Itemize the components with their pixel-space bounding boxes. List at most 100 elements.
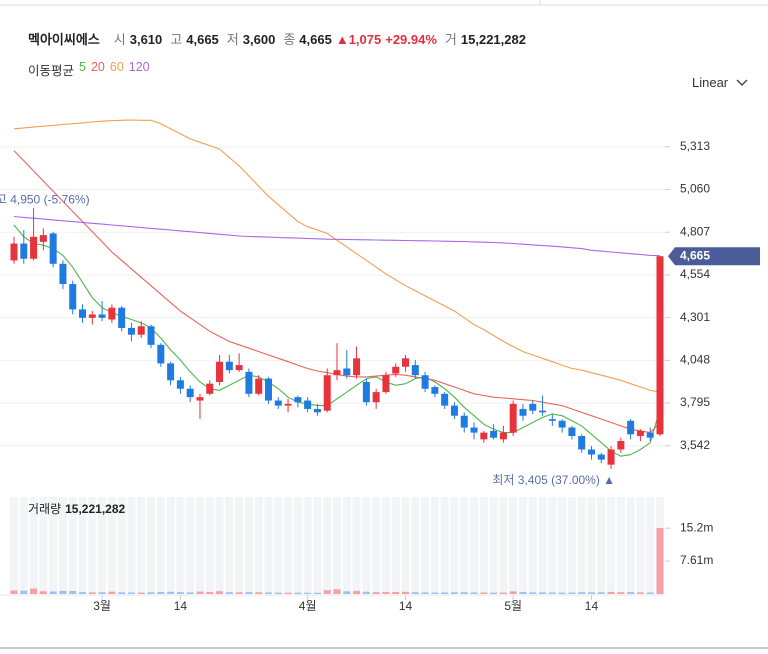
candle-body	[30, 236, 38, 259]
last-price-tag	[668, 247, 760, 266]
volume-column-bg	[460, 497, 469, 594]
x-tick-label: 14	[585, 599, 599, 613]
volume-column-bg	[19, 497, 28, 594]
volume-column-bg	[10, 497, 18, 594]
volume-column-bg	[58, 497, 67, 594]
volume-column-bg	[235, 497, 244, 594]
volume-column-bg	[567, 497, 576, 594]
candle-body	[519, 408, 527, 416]
candle-body	[353, 358, 361, 376]
volume-bar	[656, 528, 664, 594]
scale-dropdown[interactable]: Linear	[692, 75, 748, 90]
volume-column-bg	[264, 497, 273, 594]
volume-bar	[519, 592, 527, 594]
volume-column-bg	[421, 497, 430, 594]
volume-bar	[568, 592, 576, 594]
volume-bar	[548, 592, 556, 594]
candle-body	[617, 441, 625, 450]
legend-entry: 120	[128, 60, 150, 74]
volume-bar	[431, 592, 439, 594]
volume-column-bg	[195, 497, 204, 594]
volume-column-bg	[98, 497, 107, 594]
volume-column-bg	[68, 497, 77, 594]
volume-bar	[539, 592, 547, 594]
candle-body	[294, 397, 302, 403]
y-tick-label: 3,542	[680, 438, 710, 452]
volume-column-bg	[479, 497, 488, 594]
candle-body	[402, 358, 410, 367]
volume-column-bg	[656, 497, 664, 594]
volume-bar	[186, 592, 194, 594]
volume-bar	[49, 591, 57, 594]
volume-column-bg	[509, 497, 518, 594]
candle-body	[235, 365, 243, 371]
candle-body	[627, 420, 635, 435]
volume-column-bg	[440, 497, 449, 594]
volume-bar	[255, 592, 263, 594]
candle-body	[548, 419, 556, 421]
candle-body	[39, 235, 47, 242]
candle-body	[343, 368, 351, 376]
high-label: 고	[170, 32, 183, 47]
volume-bar	[421, 592, 429, 594]
volume-bar	[59, 590, 67, 594]
legend-entry: 5	[79, 60, 86, 74]
volume-column-bg	[293, 497, 302, 594]
change-pct: +29.94%	[385, 32, 437, 47]
volume-column-bg	[411, 497, 420, 594]
volume-column-bg	[117, 497, 126, 594]
legend-title: 이동평균	[28, 64, 75, 78]
volume-column-bg	[352, 497, 361, 594]
volume-bar	[646, 592, 654, 594]
volume-column-bg	[166, 497, 175, 594]
volume-bar	[157, 591, 165, 594]
y-tick-label: 5,060	[680, 182, 710, 196]
volume-column-bg	[391, 497, 400, 594]
y-tick-label: 3,795	[680, 395, 710, 409]
volume-bar	[362, 591, 370, 594]
volume-title-value: 15,221,282	[65, 502, 125, 516]
close-label: 종	[283, 32, 296, 47]
volume-column-bg	[323, 497, 332, 594]
volume-column-bg	[88, 497, 97, 594]
candle-body	[323, 375, 331, 411]
candle-body	[362, 381, 370, 403]
volume-bar	[196, 591, 204, 594]
volume-bar	[402, 591, 410, 594]
volume-bar	[304, 592, 312, 594]
volume-column-bg	[186, 497, 195, 594]
volume-bar	[206, 591, 214, 594]
ma-line	[13, 150, 661, 434]
volume-bar	[353, 590, 361, 594]
volume-column-bg	[49, 497, 58, 594]
volume-column-bg	[577, 497, 586, 594]
volume-bar	[333, 589, 341, 594]
y-tick-label: 4,048	[680, 353, 710, 367]
candle-body	[245, 371, 253, 394]
candle-body	[88, 314, 96, 318]
candle-body	[127, 327, 135, 335]
candle-body	[157, 344, 165, 364]
stock-name: 멕아이씨에스	[28, 32, 100, 47]
volume-bar	[617, 592, 625, 594]
volume-bar	[470, 592, 478, 594]
volume-column-bg	[372, 497, 381, 594]
volume-bar	[343, 591, 351, 594]
volume-label: 거	[444, 32, 457, 47]
volume-bar	[313, 592, 321, 594]
volume-bar	[636, 592, 644, 594]
low-label: 저	[226, 32, 239, 47]
ma-line	[13, 224, 661, 457]
volume-bar	[392, 592, 400, 594]
volume-column-bg	[528, 497, 537, 594]
volume-y-tick-label: 7.61m	[680, 553, 713, 567]
volume-value: 15,221,282	[460, 32, 526, 47]
high-value: 4,665	[186, 32, 219, 47]
close-value: 4,665	[299, 32, 332, 47]
candle-body	[558, 420, 566, 428]
volume-bar	[627, 592, 635, 594]
volume-column-bg	[127, 497, 136, 594]
volume-title: 거래량 15,221,282	[28, 502, 126, 516]
volume-bar	[108, 591, 116, 594]
candle-body	[646, 432, 654, 438]
